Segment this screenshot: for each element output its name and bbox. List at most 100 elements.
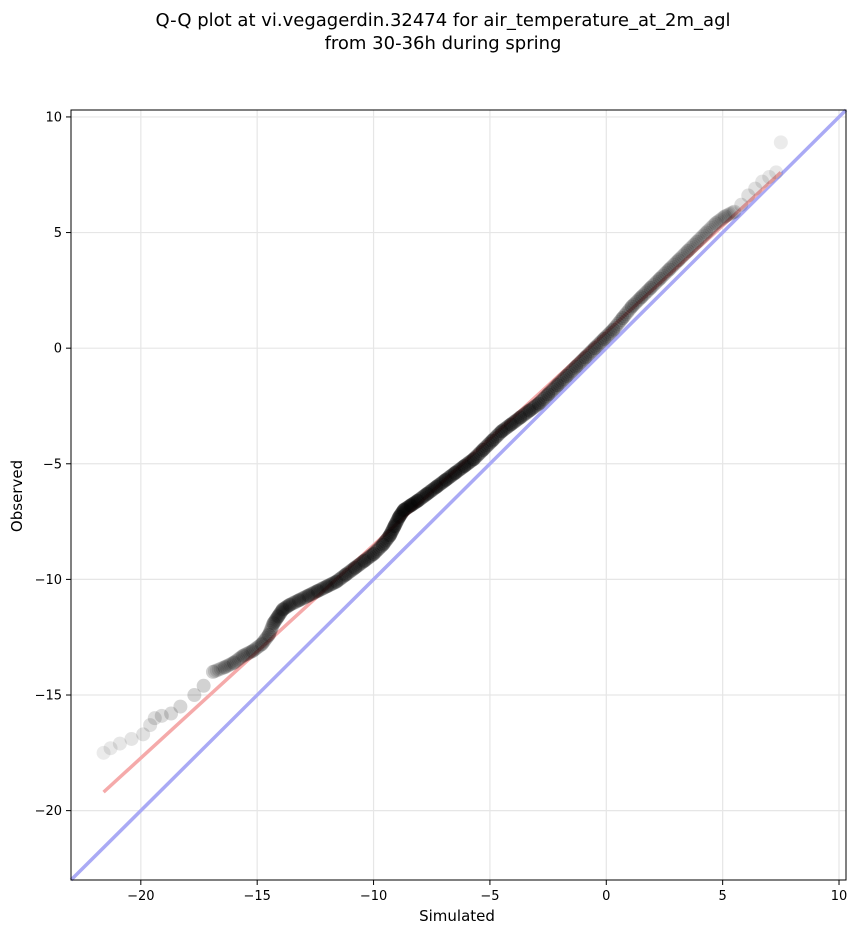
data-point-dense	[284, 597, 299, 612]
data-point-dense	[688, 236, 703, 251]
data-point-dense	[533, 395, 548, 410]
reference-lines-layer	[69, 108, 848, 882]
data-point	[282, 597, 297, 612]
data-point	[550, 378, 565, 393]
data-point-dense	[590, 338, 605, 353]
data-point-dense	[363, 549, 378, 564]
data-point	[392, 509, 407, 524]
data-point-dense	[524, 402, 539, 417]
data-point-dense	[705, 219, 720, 234]
data-point-dense	[502, 418, 517, 433]
data-point-dense	[551, 376, 566, 391]
data-point-dense	[274, 604, 289, 619]
data-point-dense	[601, 327, 616, 342]
data-point-dense	[240, 646, 255, 661]
data-point-dense	[355, 555, 370, 570]
data-point-dense	[383, 526, 398, 541]
x-tick-label: 5	[719, 889, 727, 904]
data-point-dense	[659, 265, 674, 280]
data-point-dense	[497, 422, 512, 437]
data-point-dense	[488, 430, 503, 445]
chart-title: Q-Q plot at vi.vegagerdin.32474 for air_…	[156, 10, 731, 31]
data-point-dense	[397, 502, 412, 517]
data-point	[587, 341, 602, 356]
data-point	[606, 322, 621, 337]
data-point	[217, 660, 232, 675]
data-point-dense	[528, 398, 543, 413]
data-point-dense	[627, 296, 642, 311]
data-point	[187, 688, 202, 703]
data-point-dense	[394, 506, 409, 521]
data-point-dense	[562, 365, 577, 380]
data-point-dense	[536, 392, 551, 407]
y-axis-ticks: −20 −15 −10 −5 0 5 10	[35, 110, 71, 819]
data-point-dense	[714, 211, 729, 226]
data-point-dense	[530, 397, 545, 412]
data-point-dense	[287, 595, 302, 610]
data-point-dense	[586, 342, 601, 357]
data-point-dense	[272, 607, 287, 622]
data-point-dense	[278, 600, 293, 615]
data-point-dense	[700, 224, 715, 239]
data-point-dense	[527, 400, 542, 415]
x-tick-label: −15	[243, 889, 270, 904]
data-point-dense	[607, 320, 622, 335]
y-tick-label: 0	[54, 342, 62, 357]
data-point-dense	[243, 644, 258, 659]
data-point-dense	[299, 589, 314, 604]
data-point-dense	[385, 523, 400, 538]
data-point	[143, 718, 158, 733]
data-point	[236, 648, 251, 663]
data-point-dense	[401, 499, 416, 514]
data-point-dense	[707, 217, 722, 232]
data-point-dense	[505, 416, 520, 431]
data-point	[254, 637, 269, 652]
data-point-dense	[424, 483, 439, 498]
data-point	[310, 583, 325, 598]
data-point-dense	[412, 492, 427, 507]
data-point-dense	[581, 347, 596, 362]
chart-title-group: Q-Q plot at vi.vegagerdin.32474 for air_…	[156, 10, 731, 54]
data-point	[531, 396, 546, 411]
data-point-dense	[307, 585, 322, 600]
data-point-dense	[248, 641, 263, 656]
data-point-dense	[330, 573, 345, 588]
data-point	[292, 593, 307, 608]
x-axis-label: Simulated	[419, 907, 495, 925]
data-point-dense	[207, 664, 222, 679]
data-point-dense	[472, 445, 487, 460]
data-point	[245, 644, 260, 659]
data-point	[615, 311, 630, 326]
data-point-dense	[335, 570, 350, 585]
data-point	[708, 216, 723, 231]
data-point-dense	[279, 600, 294, 615]
data-point-dense	[677, 247, 692, 262]
data-point-dense	[632, 291, 647, 306]
data-point-dense	[230, 653, 245, 668]
data-point-dense	[253, 638, 268, 653]
data-point-dense	[666, 257, 681, 272]
data-point-dense	[371, 542, 386, 557]
data-point-dense	[710, 215, 725, 230]
data-point	[662, 262, 677, 277]
data-point-dense	[461, 455, 476, 470]
data-point-dense	[295, 591, 310, 606]
data-point-dense	[440, 471, 455, 486]
data-point-dense	[421, 485, 436, 500]
data-point-dense	[592, 336, 607, 351]
data-point	[457, 459, 472, 474]
data-point-dense	[511, 411, 526, 426]
data-point-dense	[649, 274, 664, 289]
data-point	[375, 537, 390, 552]
data-point-dense	[332, 572, 347, 587]
data-point	[699, 225, 714, 240]
data-point	[578, 350, 593, 365]
data-point-dense	[389, 516, 404, 531]
data-point	[329, 574, 344, 589]
data-point-dense	[388, 517, 403, 532]
data-point	[275, 602, 290, 617]
data-point-dense	[589, 339, 604, 354]
data-point-dense	[638, 285, 653, 300]
data-point-dense	[595, 333, 610, 348]
data-point-dense	[369, 543, 384, 558]
